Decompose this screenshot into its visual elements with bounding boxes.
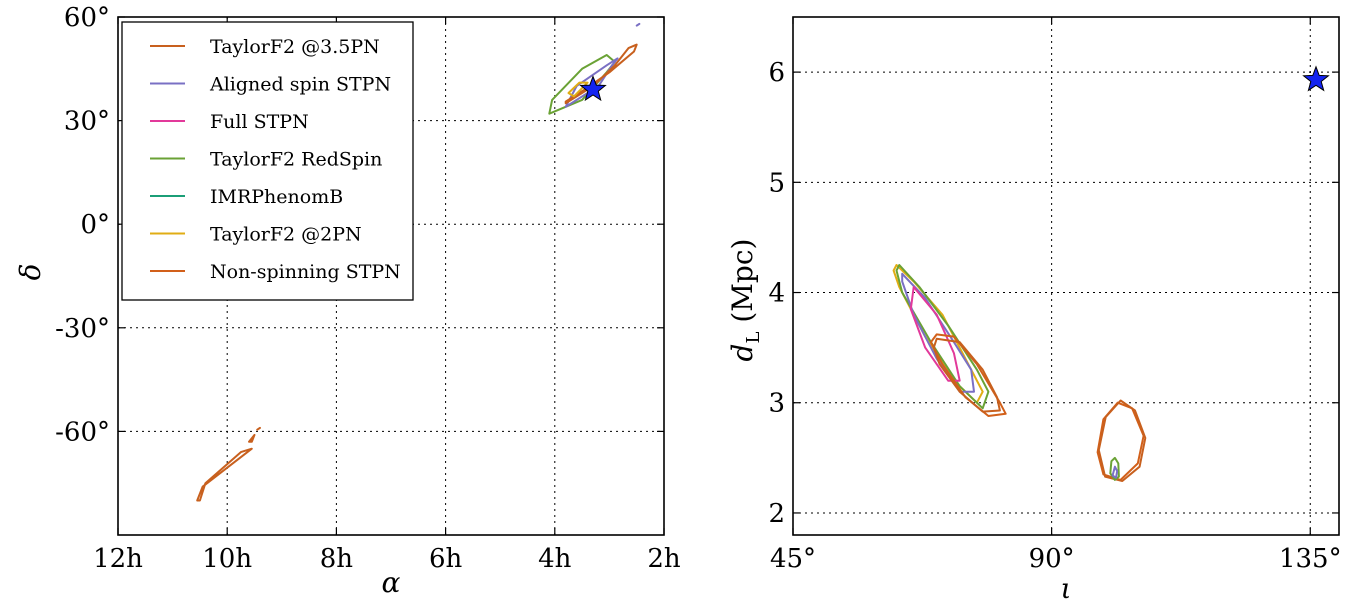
left-plot-frame bbox=[117, 16, 665, 536]
legend-entry: TaylorF2 @3.5PN bbox=[210, 36, 380, 58]
legend-box bbox=[121, 21, 414, 301]
dl-symbol: d bbox=[726, 344, 759, 362]
left-contour bbox=[248, 433, 256, 443]
right-y-tick-label: 4 bbox=[768, 279, 785, 309]
legend-entry: Full STPN bbox=[210, 111, 309, 133]
right-plot-frame bbox=[792, 16, 1340, 536]
right-y-tick-label: 2 bbox=[768, 499, 785, 529]
left-y-tick-label: 30° bbox=[64, 107, 110, 137]
right-y-label-text: dL (Mpc) bbox=[726, 239, 764, 362]
left-x-tick-label: 2h bbox=[647, 544, 681, 574]
right-contour bbox=[1109, 456, 1120, 481]
right-contour bbox=[929, 333, 1007, 417]
left-star-marker bbox=[579, 75, 607, 102]
left-x-tick-label: 12h bbox=[93, 544, 143, 574]
right-contour bbox=[895, 264, 990, 410]
left-x-label: α bbox=[382, 566, 401, 599]
left-contour bbox=[548, 54, 616, 115]
legend-entry: Aligned spin STPN bbox=[209, 74, 391, 96]
left-contour bbox=[256, 426, 261, 431]
left-x-tick-label: 4h bbox=[538, 544, 572, 574]
legend: TaylorF2 @3.5PN Aligned spin STPN Full STP… bbox=[121, 21, 414, 301]
right-contour bbox=[1097, 399, 1147, 482]
right-injection-star bbox=[1302, 65, 1330, 92]
right-y-ticks: 2 3 4 5 6 bbox=[768, 58, 1339, 529]
right-x-tick-label: 90° bbox=[1029, 544, 1075, 574]
dl-subscript: L bbox=[743, 332, 764, 344]
left-x-tick-label: 6h bbox=[429, 544, 463, 574]
left-x-tick-label: 10h bbox=[202, 544, 252, 574]
sky-position-panel: 12h 10h 8h 6h 4h 2h 60° 30° 0° -30° -60° α δ Tayl… bbox=[14, 3, 681, 599]
right-x-tick-label: 135° bbox=[1279, 544, 1342, 574]
left-contour bbox=[635, 22, 641, 27]
legend-entry: TaylorF2 @2PN bbox=[210, 224, 362, 246]
right-x-tick-label: 45° bbox=[770, 544, 816, 574]
right-x-ticks: 45° 90° 135° bbox=[770, 17, 1342, 574]
right-grid bbox=[793, 17, 1339, 535]
legend-entry: Non-spinning STPN bbox=[210, 261, 401, 283]
left-x-ticks: 12h 10h 8h 6h 4h 2h bbox=[93, 17, 681, 574]
legend-entry: IMRPhenomB bbox=[210, 186, 343, 208]
right-y-tick-label: 5 bbox=[768, 168, 785, 198]
right-y-tick-label: 3 bbox=[768, 389, 785, 419]
right-star-marker bbox=[1302, 65, 1330, 92]
left-x-tick-label: 8h bbox=[320, 544, 354, 574]
left-y-label: δ bbox=[14, 264, 47, 281]
distance-inclination-panel: 45° 90° 135° 2 3 4 5 6 ι dL (Mpc) bbox=[726, 16, 1342, 604]
right-contour bbox=[932, 337, 1001, 413]
left-y-tick-label: -30° bbox=[55, 314, 110, 344]
right-y-label: dL (Mpc) bbox=[726, 239, 764, 362]
left-contour bbox=[196, 447, 253, 502]
legend-entry: TaylorF2 RedSpin bbox=[210, 149, 382, 171]
left-y-ticks: 60° 30° 0° -30° -60° bbox=[55, 3, 664, 447]
dl-unit: (Mpc) bbox=[726, 239, 759, 332]
right-contours bbox=[892, 264, 1147, 482]
left-y-tick-label: 60° bbox=[64, 3, 110, 33]
left-y-tick-label: -60° bbox=[55, 417, 110, 447]
left-y-tick-label: 0° bbox=[80, 210, 110, 240]
right-x-label: ι bbox=[1061, 572, 1072, 604]
left-injection-star bbox=[579, 75, 607, 102]
right-contour bbox=[1111, 465, 1119, 479]
right-y-tick-label: 6 bbox=[768, 58, 785, 88]
